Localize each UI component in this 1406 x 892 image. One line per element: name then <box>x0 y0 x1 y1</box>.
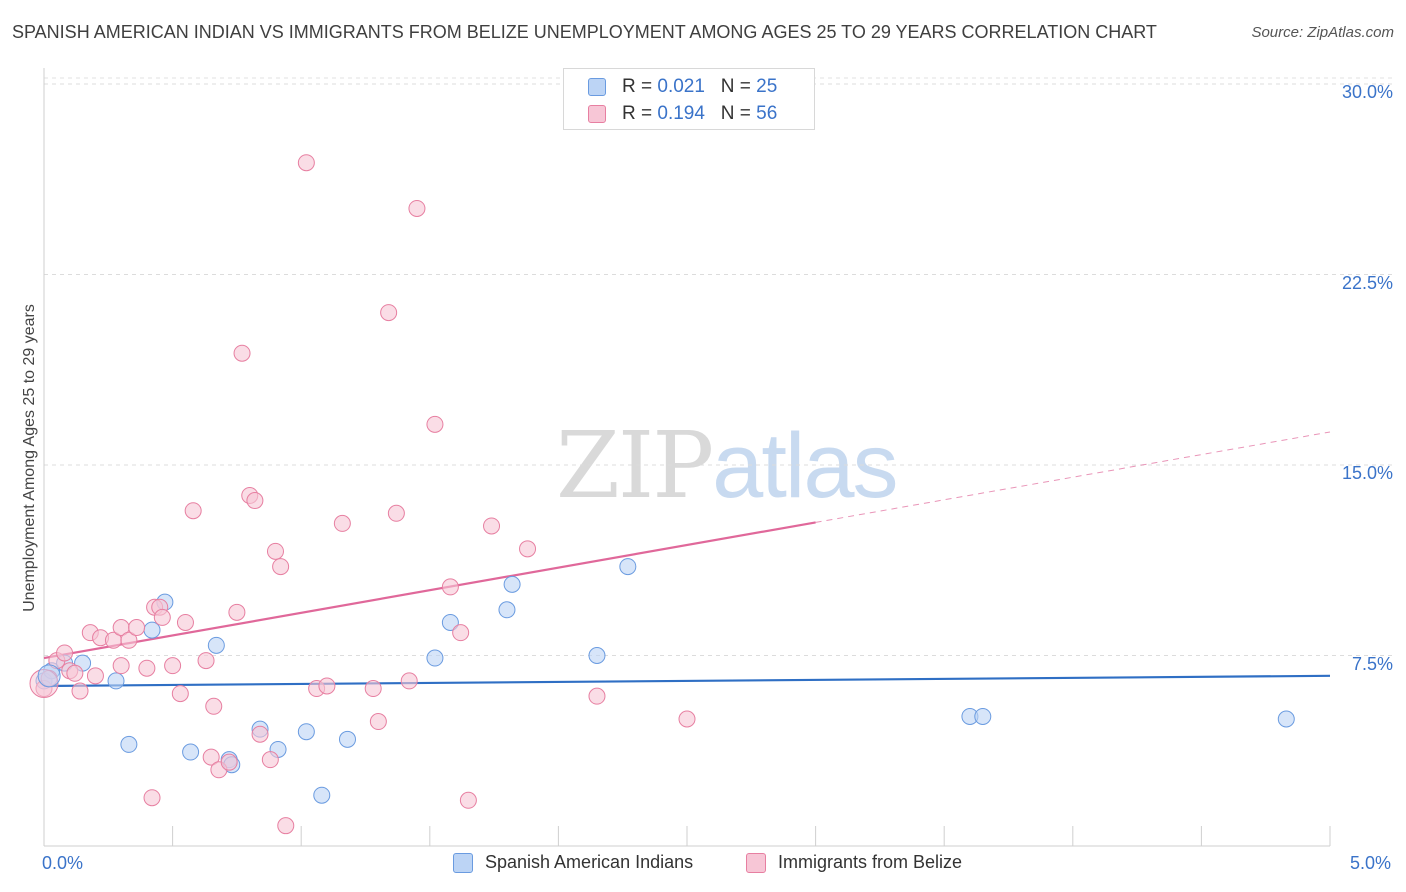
legend: R = 0.021 N = 25 R = 0.194 N = 56 <box>563 68 815 130</box>
data-point <box>503 575 521 593</box>
data-point <box>364 680 382 698</box>
data-point <box>233 344 251 362</box>
bottom-legend-label: Immigrants from Belize <box>778 852 963 872</box>
data-point <box>1277 710 1295 728</box>
legend-swatch-blue-icon <box>588 78 606 96</box>
data-point <box>277 817 295 835</box>
data-point <box>228 603 246 621</box>
n-value: 56 <box>756 103 778 124</box>
data-point <box>619 558 637 576</box>
data-point <box>338 730 356 748</box>
data-point <box>205 697 223 715</box>
data-point <box>441 613 459 631</box>
data-point <box>182 743 200 761</box>
data-point <box>86 667 104 685</box>
data-point <box>184 502 202 520</box>
y-tick-label: 15.0% <box>1341 463 1393 483</box>
data-point <box>71 682 89 700</box>
data-point <box>318 677 336 695</box>
trend-line-extension <box>815 431 1331 523</box>
x-tick-min: 0.0% <box>42 853 84 873</box>
data-point <box>369 713 387 731</box>
data-point <box>387 504 405 522</box>
data-point <box>313 786 331 804</box>
data-point <box>333 514 351 532</box>
data-point <box>452 624 470 642</box>
data-point <box>483 517 501 535</box>
data-point <box>197 652 215 670</box>
trend-line <box>43 674 1331 688</box>
data-point <box>120 735 138 753</box>
trend-lines <box>43 431 1331 688</box>
data-point <box>380 304 398 322</box>
data-point <box>498 601 516 619</box>
data-point <box>143 621 161 639</box>
data-point <box>441 578 459 596</box>
source-label: Source: ZipAtlas.com <box>1251 24 1394 41</box>
r-value: 0.194 <box>657 103 705 124</box>
data-point <box>220 753 238 771</box>
data-point <box>56 644 74 662</box>
bottom-swatch-blue-icon <box>453 853 473 873</box>
data-point <box>297 154 315 172</box>
watermark-atlas: atlas <box>712 415 898 517</box>
data-point <box>138 659 156 677</box>
y-tick-label: 30.0% <box>1341 82 1393 102</box>
legend-text: R = 0.021 N = 25 <box>622 76 778 97</box>
data-point <box>459 791 477 809</box>
data-point <box>207 636 225 654</box>
data-point <box>272 558 290 576</box>
n-value: 25 <box>756 76 778 97</box>
x-tick-max: 5.0% <box>1350 853 1392 873</box>
r-value: 0.021 <box>657 76 705 97</box>
data-point <box>143 789 161 807</box>
data-point <box>128 619 146 637</box>
data-point <box>202 748 220 766</box>
data-point <box>400 672 418 690</box>
y-tick-label: 7.5% <box>1351 653 1393 674</box>
legend-text: R = 0.194 N = 56 <box>622 103 778 124</box>
data-point <box>251 725 269 743</box>
chart-title: SPANISH AMERICAN INDIAN VS IMMIGRANTS FR… <box>12 22 1157 42</box>
data-point <box>261 751 279 769</box>
trend-line <box>43 521 816 660</box>
data-point <box>37 664 61 688</box>
data-point <box>153 608 171 626</box>
data-point <box>588 687 606 705</box>
data-point <box>120 631 138 649</box>
data-point <box>678 710 696 728</box>
data-point <box>112 657 130 675</box>
data-point <box>107 672 125 690</box>
data-point <box>519 540 537 558</box>
data-point <box>426 415 444 433</box>
data-point <box>426 649 444 667</box>
axes <box>43 68 1331 847</box>
data-point <box>66 664 84 682</box>
y-tick-label: 22.5% <box>1341 272 1393 293</box>
bottom-legend-label: Spanish American Indians <box>485 852 694 872</box>
bottom-swatch-pink-icon <box>746 853 766 873</box>
data-point <box>246 492 264 510</box>
data-point <box>266 542 284 560</box>
data-point <box>164 657 182 675</box>
data-points <box>29 154 1295 835</box>
data-point <box>974 707 992 725</box>
legend-swatch-pink-icon <box>588 105 606 123</box>
data-point <box>588 647 606 664</box>
data-point <box>297 723 315 741</box>
data-point <box>408 199 426 217</box>
data-point <box>171 685 189 703</box>
data-point <box>176 613 194 631</box>
grid-lines <box>44 77 1392 656</box>
